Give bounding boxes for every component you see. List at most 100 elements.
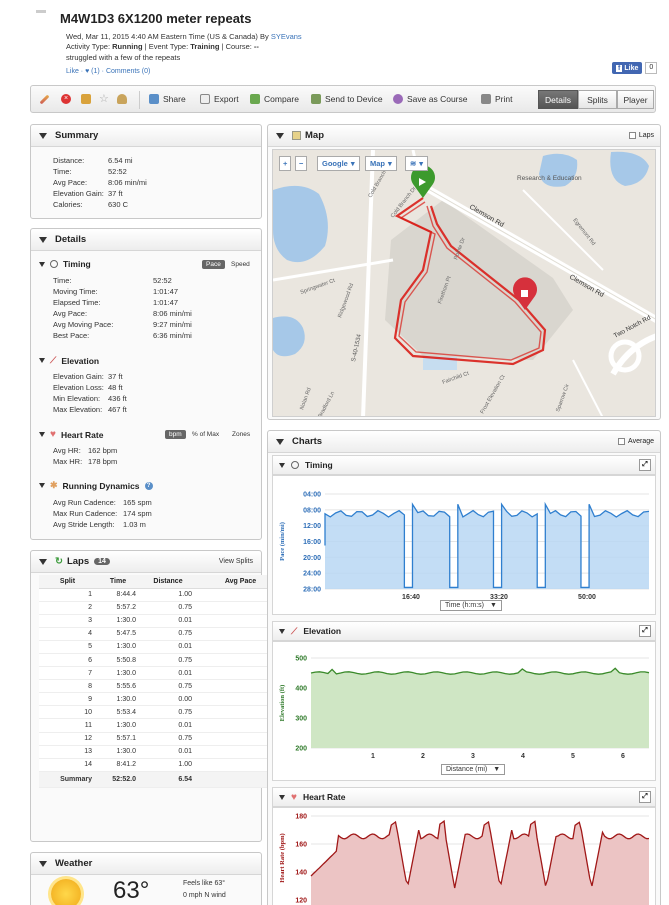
expand-icon[interactable]: ⤢ [639,791,651,803]
map-layers-button[interactable]: ≋ ▾ [405,156,429,171]
y-tick-label: 160 [295,842,307,849]
laps-table: Split Time Distance Avg Pace 1 8:44.4 1.00… [39,575,285,788]
pace-toggle[interactable]: Pace [202,260,225,269]
info-icon[interactable]: ? [144,481,153,490]
map-type-select[interactable]: Map ▾ [365,156,397,171]
zoom-out-button[interactable]: − [295,156,308,171]
average-label: Average [628,438,654,445]
favorite-star-icon[interactable]: ☆ [99,93,109,105]
lap-split: 8 [39,679,96,694]
view-splits-link[interactable]: View Splits [218,558,253,565]
tag-people-icon[interactable] [117,94,127,104]
facebook-like: f Like 0 [612,62,658,74]
column-header-avg-pace[interactable]: Avg Pace [196,575,285,589]
print-button[interactable]: Print [481,94,512,104]
event-type-value: Training [190,42,220,51]
elevation-chart-header[interactable]: ⟋ Elevation ⤢ [272,621,656,641]
column-header-split[interactable]: Split [39,575,96,589]
laps-toggle[interactable]: Laps [628,132,654,139]
map-provider-value: Google [322,159,348,168]
zones-toggle[interactable]: Zones [232,431,251,438]
elevation-x-axis-select[interactable]: Distance (mi) ▼ [441,764,506,775]
summary-title: Summary [55,130,99,141]
author-link[interactable]: SYEvans [270,32,302,41]
table-row: 65:50.80.757:48 [39,653,285,668]
summary-header[interactable]: Summary [31,125,261,147]
laps-checkbox[interactable] [628,132,636,139]
timing-title: Timing [63,259,91,269]
comments-link[interactable]: Comments (0) [105,68,151,75]
details-title: Details [55,234,87,245]
timing-value: 52:52 [153,276,172,285]
send-to-device-button[interactable]: Send to Device [311,94,383,104]
lap-split: 11 [39,718,96,733]
lap-avg-pace: 0 [196,640,285,654]
timing-value: 8:06 min/mi [153,309,192,318]
speed-toggle[interactable]: Speed [231,261,250,268]
timing-x-axis-select[interactable]: Time (h:m:s) ▼ [440,600,502,611]
privacy-lock-icon[interactable] [81,94,91,104]
activity-type-value: Running [112,42,143,51]
tab-details[interactable]: Details [538,90,578,109]
zoom-in-button[interactable]: + [279,156,292,171]
collapse-icon [279,462,285,468]
lap-time: 8:41.2 [96,758,140,772]
share-button[interactable]: Share [149,94,186,104]
lap-distance: 0.00 [140,692,196,707]
weather-header[interactable]: Weather [31,853,261,875]
timing-section-header[interactable]: Timing [39,259,91,269]
charts-header[interactable]: Charts Average [268,431,660,453]
running-dynamics-title: Running Dynamics [62,480,140,491]
summary-label: Elevation Gain: [53,189,104,198]
y-tick-label: 20:00 [303,555,321,562]
elevation-chart: 500 400 300 200 Elevation (ft) 1 2 3 4 5 6 Distanc… [272,641,656,781]
column-header-distance[interactable]: Distance [140,575,196,589]
campus-area [385,200,573,360]
lap-split: 6 [39,653,96,668]
map-provider-select[interactable]: Google ▾ [317,156,360,171]
play-icon [419,178,426,186]
column-header-time[interactable]: Time [96,575,140,589]
edit-icon[interactable] [39,94,50,105]
lap-split: 2 [39,601,96,615]
weather-title: Weather [55,858,93,869]
map-canvas[interactable]: Research & Education Clemson Rd Clemson … [272,149,656,417]
table-row: 71:30.00.010 [39,666,285,681]
expand-icon[interactable]: ⤢ [639,625,651,637]
tab-player[interactable]: Player [617,90,654,109]
percent-max-toggle[interactable]: % of Max [192,431,220,438]
laps-header[interactable]: ↻ Laps 14 View Splits [31,551,261,573]
expand-icon[interactable]: ⤢ [639,459,651,471]
heart-rate-chart-header[interactable]: ♥ Heart Rate ⤢ [272,787,656,807]
bpm-toggle[interactable]: bpm [165,430,186,439]
x-tick-label: 5 [571,753,575,760]
running-dynamics-section-header[interactable]: ✱ Running Dynamics? [39,480,153,491]
delete-icon[interactable]: × [61,94,71,104]
lap-time: 1:30.0 [96,666,140,681]
y-tick-label: 28:00 [303,587,321,594]
heart-rate-section-header[interactable]: ♥ Heart Rate [39,429,103,440]
table-row: 85:55.60.757:54 [39,679,285,694]
export-button[interactable]: Export [200,94,239,104]
tab-splits[interactable]: Splits [578,90,617,109]
save-as-course-button[interactable]: Save as Course [393,94,467,104]
compare-label: Compare [264,94,299,104]
elevation-section-header[interactable]: ⟋ Elevation [39,355,99,366]
y-axis-label: Heart Rate (bpm) [279,833,286,882]
timing-chart-header[interactable]: Timing ⤢ [272,455,656,475]
summary-value: 52:52 [108,167,127,176]
compare-button[interactable]: Compare [250,94,299,104]
export-icon [200,94,210,104]
lap-distance: 0.01 [140,666,196,681]
like-link[interactable]: Like [66,68,79,75]
average-checkbox[interactable] [618,438,626,445]
chevron-down-icon: ▾ [350,159,355,168]
map-title: Map [305,130,324,141]
summary-lap-split: Summary [39,771,96,788]
facebook-like-button[interactable]: f Like [612,62,643,74]
x-tick-label: 1 [371,753,375,760]
map-header[interactable]: Map Laps [268,125,660,147]
average-toggle[interactable]: Average [618,438,654,445]
y-tick-label: 300 [295,716,307,723]
details-header[interactable]: Details [31,229,261,251]
